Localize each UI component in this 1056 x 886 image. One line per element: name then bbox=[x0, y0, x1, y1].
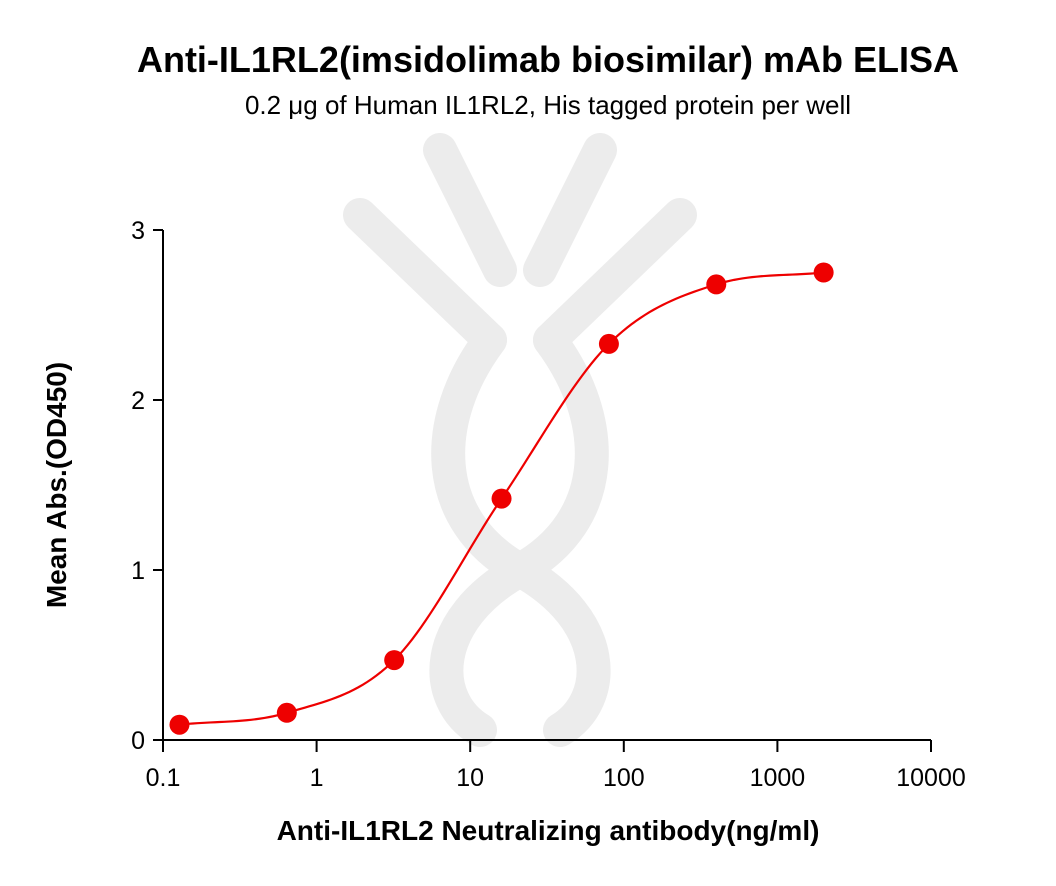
data-point bbox=[491, 488, 512, 509]
x-tick-label: 1 bbox=[310, 764, 324, 792]
y-axis-label: Mean Abs.(OD450) bbox=[41, 362, 72, 608]
x-tick-label: 0.1 bbox=[146, 764, 181, 792]
data-point bbox=[384, 650, 405, 671]
data-point bbox=[276, 702, 297, 723]
data-points bbox=[169, 262, 834, 735]
data-point bbox=[598, 333, 619, 354]
y-tick-label: 2 bbox=[131, 387, 145, 415]
data-point bbox=[169, 714, 190, 735]
x-axis-label: Anti-IL1RL2 Neutralizing antibody(ng/ml) bbox=[277, 815, 820, 846]
x-tick-label: 1000 bbox=[750, 764, 806, 792]
chart-title: Anti-IL1RL2(imsidolimab biosimilar) mAb … bbox=[137, 39, 959, 80]
watermark-logo bbox=[343, 133, 697, 747]
data-point bbox=[813, 262, 834, 283]
chart-subtitle: 0.2 μg of Human IL1RL2, His tagged prote… bbox=[245, 90, 851, 120]
x-tick-label: 100 bbox=[603, 764, 645, 792]
x-axis-ticks: 0.1 1 10 100 1000 10000 bbox=[146, 740, 966, 792]
data-point bbox=[706, 274, 727, 295]
y-tick-label: 1 bbox=[131, 557, 145, 585]
y-axis-ticks: 0 1 2 3 bbox=[131, 217, 163, 755]
x-tick-label: 10 bbox=[456, 764, 484, 792]
y-tick-label: 3 bbox=[131, 217, 145, 245]
y-tick-label: 0 bbox=[131, 727, 145, 755]
x-tick-label: 10000 bbox=[896, 764, 966, 792]
